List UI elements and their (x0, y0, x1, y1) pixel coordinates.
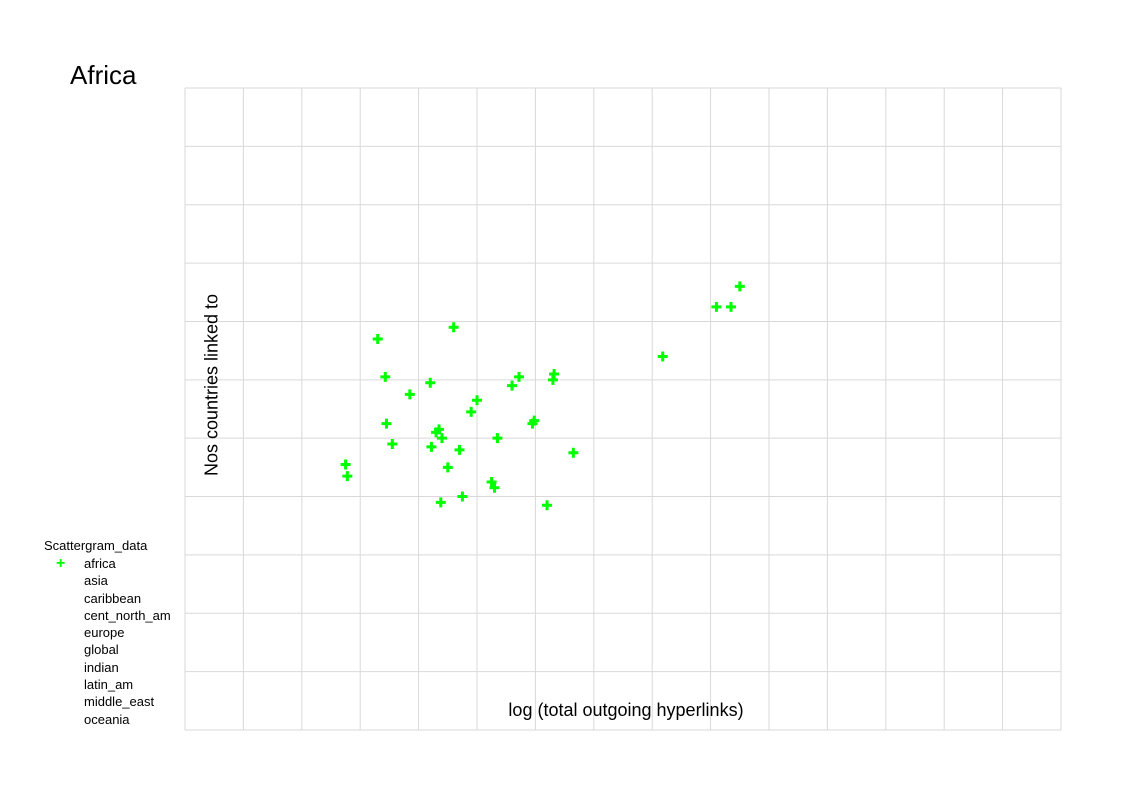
legend-item-asia: asia (44, 572, 171, 589)
data-point-africa (342, 471, 353, 482)
legend-item-middle_east: middle_east (44, 693, 171, 710)
legend-label: global (84, 642, 119, 658)
legend: Scattergram_data + africa asia caribbean cen… (44, 538, 171, 728)
data-point-africa (425, 377, 436, 388)
legend-item-global: global (44, 641, 171, 658)
x-axis-label: log (total outgoing hyperlinks) (508, 700, 744, 720)
data-point-africa (448, 322, 459, 333)
data-point-africa (340, 459, 351, 470)
grid (184, 87, 1062, 731)
legend-item-cent_north_am: cent_north_am (44, 607, 171, 624)
legend-title: Scattergram_data (44, 538, 148, 553)
legend-label: indian (84, 659, 119, 675)
legend-label: caribbean (84, 590, 142, 606)
data-point-africa (457, 491, 468, 502)
data-point-africa (454, 444, 465, 455)
legend-label: europe (84, 625, 125, 641)
data-point-africa (380, 371, 391, 382)
data-point-africa (542, 500, 553, 511)
data-point-africa (472, 395, 482, 406)
data-point-africa (657, 351, 668, 362)
legend-label: africa (84, 556, 116, 571)
data-point-africa (436, 433, 447, 444)
data-point-africa (442, 462, 453, 473)
legend-item-europe: europe (44, 624, 171, 641)
data-point-africa (466, 406, 477, 417)
data-point-africa (492, 433, 503, 444)
legend-label: cent_north_am (84, 607, 171, 623)
data-point-africa (426, 441, 437, 452)
data-point-africa (514, 371, 525, 382)
legend-label: oceania (84, 711, 130, 727)
series-africa (340, 281, 745, 511)
data-point-africa (489, 482, 500, 493)
data-point-africa (507, 380, 518, 391)
legend-label: latin_am (84, 677, 134, 693)
data-point-africa (372, 333, 383, 344)
legend-item-caribbean: caribbean (44, 590, 171, 607)
data-point-africa (734, 281, 745, 292)
y-axis-label: Nos countries linked to (201, 293, 222, 477)
legend-item-latin_am: latin_am (44, 676, 171, 693)
data-point-africa (434, 424, 445, 435)
legend-item-oceania: oceania (44, 711, 171, 728)
data-point-africa (568, 447, 579, 458)
data-point-africa (726, 301, 737, 312)
data-point-africa (381, 418, 392, 429)
chart-title: Africa (70, 60, 137, 90)
legend-item-africa: + africa (44, 555, 171, 572)
data-point-africa (387, 439, 398, 450)
data-point-africa (549, 368, 560, 379)
data-point-africa (435, 497, 446, 508)
data-point-africa (711, 301, 722, 312)
data-point-africa (404, 389, 415, 400)
data-point-africa (529, 415, 540, 426)
legend-label: middle_east (84, 694, 155, 710)
data-point-africa (486, 476, 497, 487)
legend-marker-plus-icon: + (56, 555, 66, 572)
legend-label: asia (84, 573, 108, 589)
legend-item-indian: indian (44, 659, 171, 676)
